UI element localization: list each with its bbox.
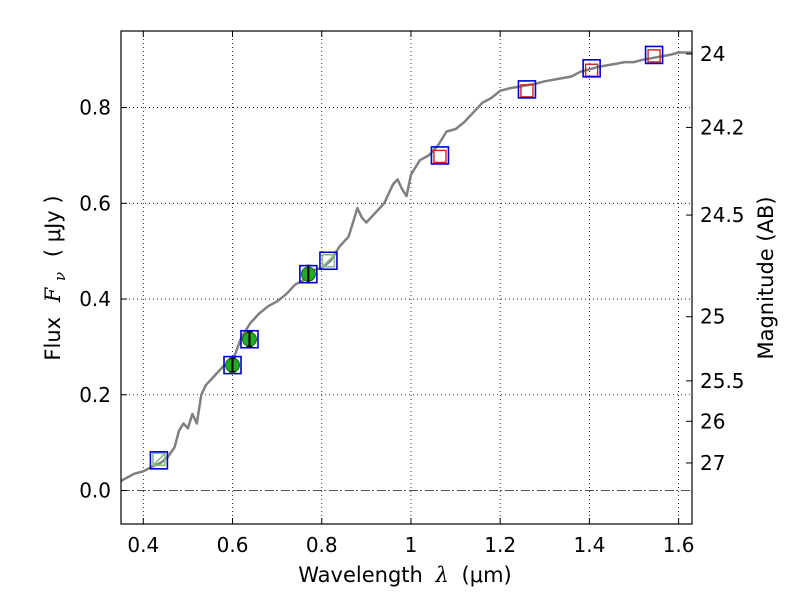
y-tick-label: 0.2 bbox=[79, 383, 111, 407]
x-tick-label: 1.6 bbox=[663, 533, 695, 557]
model-photometry-box bbox=[223, 355, 242, 375]
x-tick-label: 0.4 bbox=[127, 533, 159, 557]
y2-tick-label: 25 bbox=[700, 305, 725, 329]
upper-limit-marker bbox=[520, 84, 534, 98]
model-photometry-box bbox=[319, 251, 338, 271]
x-tick-label: 0.6 bbox=[217, 533, 249, 557]
y-axis-label-subscript: ν bbox=[51, 272, 69, 281]
right-axis-label: Magnitude (AB) bbox=[754, 196, 778, 359]
x-axis-label-unit: (μm) bbox=[462, 563, 512, 587]
y2-tick-label: 24 bbox=[700, 42, 725, 66]
y2-tick-label: 25.5 bbox=[700, 369, 745, 393]
model-photometry-box bbox=[430, 146, 450, 165]
y-axis-label-text: Flux bbox=[41, 317, 65, 361]
y-tick-label: 0.0 bbox=[79, 478, 111, 502]
y-axis-label: Flux F ν ( μJy ) bbox=[41, 195, 70, 360]
y-axis-label-unit: ( μJy ) bbox=[41, 195, 65, 257]
y2-tick-label: 24.5 bbox=[700, 203, 745, 227]
photometry-marker bbox=[321, 253, 336, 268]
upper-limit-marker bbox=[433, 149, 447, 164]
model-photometry-box bbox=[149, 451, 169, 470]
x-tick-label: 0.8 bbox=[306, 533, 338, 557]
y-tick-label: 0.8 bbox=[79, 96, 111, 120]
y-axis-label-symbol: F bbox=[41, 286, 65, 303]
x-axis-label-symbol: λ bbox=[435, 563, 449, 587]
photometry-marker-slash bbox=[322, 255, 334, 267]
y2-tick-label: 27 bbox=[700, 451, 725, 475]
model-photometry-box bbox=[299, 264, 318, 284]
model-photometry-box bbox=[582, 59, 601, 78]
y2-tick-label: 24.2 bbox=[700, 115, 745, 139]
y-tick-label: 0.6 bbox=[79, 191, 111, 215]
model-photometry-box bbox=[644, 45, 664, 65]
axis-ticks: 0.4 0.6 0.8 1 1.2 1.4 1.6 0.0 0.2 0.4 0.6 0.8 24 24.2… bbox=[79, 31, 745, 557]
photometry-marker bbox=[152, 452, 166, 467]
model-spectrum-line bbox=[120, 51, 692, 483]
photometry-marker-slash bbox=[153, 453, 165, 465]
y2-tick-label: 26 bbox=[700, 409, 725, 433]
plot-frame bbox=[120, 30, 693, 525]
x-axis-label: Wavelength λ (μm) bbox=[298, 563, 511, 587]
x-tick-label: 1.4 bbox=[573, 533, 605, 557]
grid bbox=[121, 31, 692, 524]
x-tick-label: 1 bbox=[405, 533, 418, 557]
y-tick-label: 0.4 bbox=[79, 287, 111, 311]
x-axis-label-text: Wavelength bbox=[298, 563, 423, 587]
data-markers bbox=[149, 45, 664, 470]
x-tick-label: 1.2 bbox=[484, 533, 516, 557]
model-photometry-box bbox=[517, 80, 537, 99]
model-photometry-box bbox=[240, 329, 259, 349]
upper-limit-marker bbox=[647, 49, 661, 63]
